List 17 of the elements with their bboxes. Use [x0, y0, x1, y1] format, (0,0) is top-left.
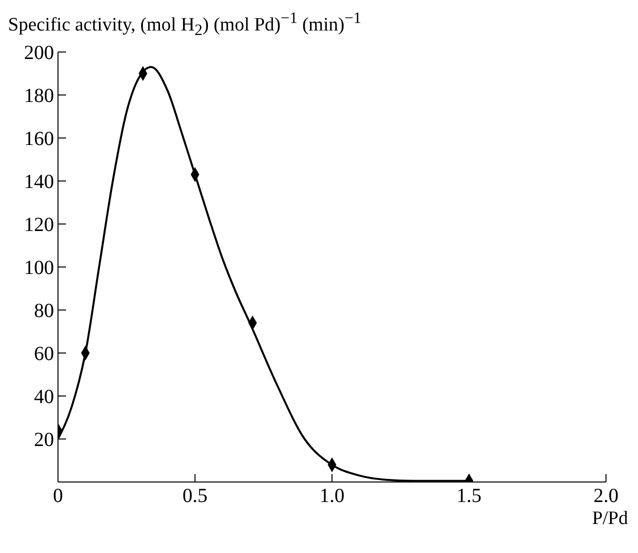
y-tick-label: 40	[34, 386, 54, 408]
y-tick-label: 120	[24, 214, 54, 236]
y-tick-label: 200	[24, 42, 54, 64]
x-tick-label: 0	[53, 485, 63, 508]
y-tick-label: 60	[34, 343, 54, 366]
y-tick-label: 180	[24, 85, 54, 108]
y-tick-label: 100	[24, 257, 54, 280]
x-tick-label: 1.0	[320, 485, 344, 508]
y-tick-label: 20	[34, 429, 54, 452]
y-tick-label: 80	[34, 300, 54, 322]
y-tick-label: 140	[24, 171, 54, 194]
x-axis-title: P/Pd	[591, 508, 628, 530]
y-axis-title: Specific activity, (mol H$_{2}$) (mol Pd)$^{−1}$ (min)$^{−1}$	[8, 9, 362, 42]
x-tick-label: 1.5	[456, 485, 482, 508]
x-tick-label: 0.5	[182, 485, 208, 508]
x-tick-label: 2.0	[594, 485, 618, 508]
y-tick-label: 160	[24, 128, 54, 150]
